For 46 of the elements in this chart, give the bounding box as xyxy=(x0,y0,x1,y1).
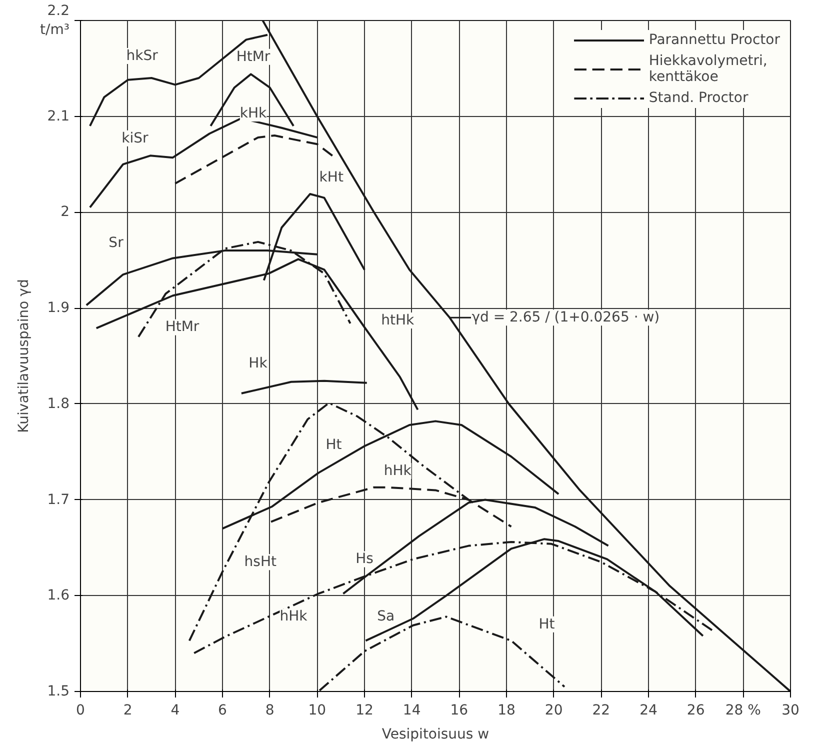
annotation: HtMr xyxy=(236,48,270,65)
x-tick-label: 0 xyxy=(76,702,85,718)
y-tick-label: 1.6 xyxy=(47,588,70,604)
x-tick-label: 26 xyxy=(686,702,705,718)
annotation: hHk xyxy=(384,463,412,480)
annotation: Sa xyxy=(377,608,395,625)
annotation: hkSr xyxy=(126,48,158,64)
x-axis-title: Vesipitoisuus w xyxy=(382,726,490,742)
x-tick-label: 28 % xyxy=(725,702,761,718)
y-tick-label: 2.2 t/m³ xyxy=(40,2,70,38)
annotation: Sr xyxy=(108,234,124,251)
y-axis-title: Kuivatilavuuspaino γd xyxy=(16,279,32,433)
x-tick-label: 2 xyxy=(123,702,132,718)
annotation: htHk xyxy=(381,312,416,329)
x-tick-label: 30 xyxy=(782,702,800,718)
y-tick-label: 1.8 xyxy=(47,396,70,412)
y-tick-label: 1.9 xyxy=(47,300,70,316)
y-tick-label: 2 xyxy=(60,204,70,220)
annotation: Ht xyxy=(326,437,342,454)
annotation: hHk xyxy=(280,608,308,625)
legend-label: Parannettu Proctor xyxy=(648,31,780,49)
x-tick-label: 8 xyxy=(265,702,274,718)
y-tick-label: 1.7 xyxy=(47,492,70,508)
y-tick-label: 2.1 xyxy=(47,108,70,124)
x-tick-label: 6 xyxy=(218,702,228,718)
annotation: Hk xyxy=(248,356,268,372)
x-tick-label: 4 xyxy=(170,702,180,718)
legend-label: Hiekkavolymetri, kenttäkoe xyxy=(648,53,768,85)
annotation: kHt xyxy=(319,170,344,186)
x-tick-label: 12 xyxy=(356,702,374,718)
x-tick-label: 24 xyxy=(640,702,658,718)
y-tick-label: 1.5 xyxy=(47,684,70,700)
x-tick-label: 20 xyxy=(544,702,563,718)
annotation: kiSr xyxy=(122,130,148,146)
legend-label: Stand. Proctor xyxy=(648,89,748,107)
x-tick-label: 16 xyxy=(450,702,468,718)
x-tick-label: 22 xyxy=(592,702,610,718)
annotation: kHk xyxy=(240,105,268,122)
annotation: HtMr xyxy=(165,319,200,336)
annotation: γd = 2.65 / (1+0.0265 · w) xyxy=(472,310,660,326)
annotation: hsHt xyxy=(244,554,277,570)
annotation: Ht xyxy=(538,616,556,632)
x-tick-label: 18 xyxy=(498,702,516,718)
x-tick-label: 10 xyxy=(308,702,326,718)
x-tick-label: 14 xyxy=(402,702,421,718)
annotation: Hs xyxy=(356,551,374,568)
